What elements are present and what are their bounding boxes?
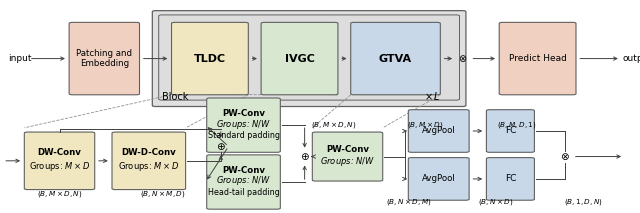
Text: Standard padding: Standard padding bbox=[207, 131, 280, 140]
Text: $\times\, L$: $\times\, L$ bbox=[424, 90, 440, 102]
Text: IVGC: IVGC bbox=[285, 54, 314, 63]
Text: PW-Conv: PW-Conv bbox=[222, 166, 265, 175]
Text: $(B, 1, D, N)$: $(B, 1, D, N)$ bbox=[564, 197, 603, 207]
FancyBboxPatch shape bbox=[351, 22, 440, 95]
Text: PW-Conv: PW-Conv bbox=[326, 145, 369, 154]
FancyBboxPatch shape bbox=[172, 22, 248, 95]
Text: $\oplus$: $\oplus$ bbox=[300, 151, 310, 162]
Text: Groups: $N/W$: Groups: $N/W$ bbox=[216, 118, 271, 131]
FancyBboxPatch shape bbox=[408, 158, 469, 200]
Text: Head-tail padding: Head-tail padding bbox=[207, 188, 280, 197]
Text: $(B, M, D, 1)$: $(B, M, D, 1)$ bbox=[497, 120, 537, 130]
Text: DW-D-Conv: DW-D-Conv bbox=[122, 148, 176, 157]
Text: Patching and
Embedding: Patching and Embedding bbox=[76, 49, 132, 68]
FancyBboxPatch shape bbox=[312, 132, 383, 181]
FancyBboxPatch shape bbox=[261, 22, 338, 95]
Text: $(B, M\times D, N)$: $(B, M\times D, N)$ bbox=[311, 120, 357, 130]
FancyBboxPatch shape bbox=[408, 110, 469, 152]
Text: FC: FC bbox=[505, 127, 516, 135]
Text: AvgPool: AvgPool bbox=[422, 127, 456, 135]
FancyBboxPatch shape bbox=[486, 158, 534, 200]
Text: Predict Head: Predict Head bbox=[509, 54, 566, 63]
FancyBboxPatch shape bbox=[159, 15, 460, 100]
FancyBboxPatch shape bbox=[499, 22, 576, 95]
Text: DW-Conv: DW-Conv bbox=[38, 148, 81, 157]
FancyBboxPatch shape bbox=[24, 132, 95, 190]
Text: input: input bbox=[8, 54, 31, 63]
Text: $(B, N\times M, D)$: $(B, N\times M, D)$ bbox=[140, 189, 186, 199]
Text: AvgPool: AvgPool bbox=[422, 174, 456, 183]
Text: $(B, N\times D)$: $(B, N\times D)$ bbox=[478, 197, 514, 207]
FancyBboxPatch shape bbox=[69, 22, 140, 95]
Text: $(B, M\times D)$: $(B, M\times D)$ bbox=[408, 120, 444, 130]
FancyBboxPatch shape bbox=[207, 98, 280, 152]
Text: $(B, N\times D, M)$: $(B, N\times D, M)$ bbox=[385, 197, 431, 207]
FancyBboxPatch shape bbox=[152, 11, 466, 107]
Text: Groups: $N/W$: Groups: $N/W$ bbox=[216, 174, 271, 187]
Text: Groups: $M \times D$: Groups: $M \times D$ bbox=[29, 160, 90, 173]
Text: Groups: $N/W$: Groups: $N/W$ bbox=[320, 155, 375, 168]
Text: Groups: $M \times D$: Groups: $M \times D$ bbox=[118, 160, 179, 173]
FancyBboxPatch shape bbox=[112, 132, 186, 190]
Text: GTVA: GTVA bbox=[379, 54, 412, 63]
Text: $\otimes$: $\otimes$ bbox=[458, 53, 467, 64]
Text: TLDC: TLDC bbox=[194, 54, 226, 63]
Text: FC: FC bbox=[505, 174, 516, 183]
Text: Block: Block bbox=[162, 92, 188, 102]
Text: output: output bbox=[622, 54, 640, 63]
FancyBboxPatch shape bbox=[486, 110, 534, 152]
Text: PW-Conv: PW-Conv bbox=[222, 109, 265, 118]
Text: $\otimes$: $\otimes$ bbox=[560, 151, 570, 162]
Text: $\oplus$: $\oplus$ bbox=[216, 141, 226, 152]
FancyBboxPatch shape bbox=[207, 155, 280, 209]
Text: $(B, M\times D, N)$: $(B, M\times D, N)$ bbox=[36, 189, 83, 199]
